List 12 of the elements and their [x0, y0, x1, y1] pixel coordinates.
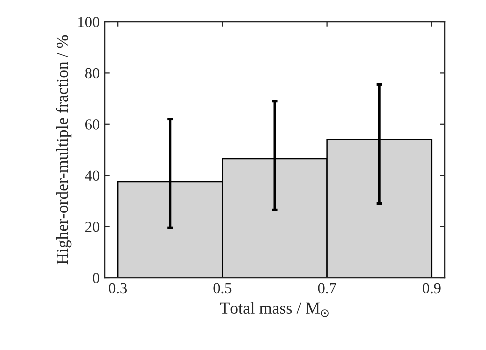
x-tick-label: 0.5 [214, 283, 232, 294]
y-tick-label: 0 [93, 273, 100, 284]
x-tick-label: 0.7 [318, 283, 336, 294]
x-axis-title: Total mass / M$_{☉}$ [220, 302, 329, 318]
y-axis-title: Higher-order-multiple fraction / % [56, 35, 72, 265]
x-tick-label: 0.3 [109, 283, 128, 294]
y-tick-label: 40 [85, 170, 100, 182]
y-tick-label: 80 [85, 68, 100, 79]
x-tick-label: 0.9 [422, 283, 441, 294]
y-tick-label: 100 [78, 17, 100, 28]
y-tick-label: 60 [86, 120, 100, 130]
y-tick-label: 20 [86, 222, 100, 232]
